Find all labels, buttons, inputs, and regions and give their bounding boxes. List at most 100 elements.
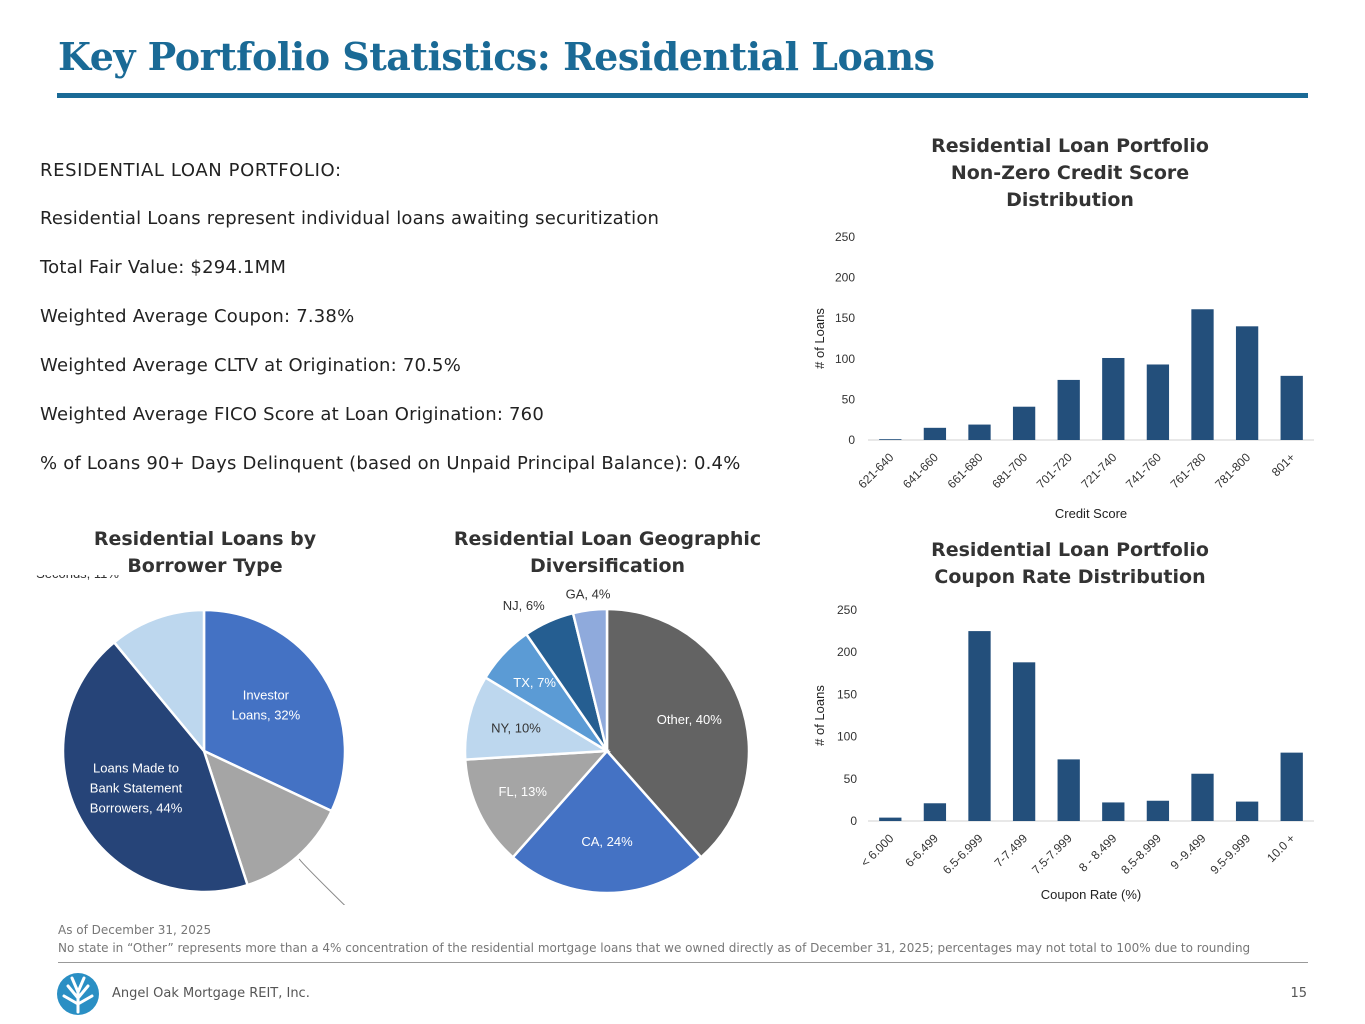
y-tick-label: 200 bbox=[837, 645, 857, 659]
slice-label: TX, 7% bbox=[513, 675, 556, 690]
x-tick-label: 9.5-9.999 bbox=[1207, 831, 1253, 877]
portfolio-stats: RESIDENTIAL LOAN PORTFOLIO: Residential … bbox=[40, 160, 800, 502]
stat-delinquency: % of Loans 90+ Days Delinquent (based on… bbox=[40, 453, 741, 474]
x-tick-label: 621-640 bbox=[855, 450, 896, 491]
x-axis-label: Credit Score bbox=[1055, 506, 1127, 521]
leader-line bbox=[298, 858, 346, 905]
company-name: Angel Oak Mortgage REIT, Inc. bbox=[112, 986, 310, 1001]
pie-slice bbox=[202, 608, 347, 813]
pie-slice bbox=[463, 749, 610, 860]
bar bbox=[1146, 800, 1170, 821]
geo-title-line: Residential Loan Geographic bbox=[453, 528, 762, 550]
x-tick-label: 801+ bbox=[1269, 450, 1298, 479]
slice-label: Loans Made to bbox=[93, 760, 179, 775]
slice-label: Seconds, 11% bbox=[36, 575, 119, 581]
bar bbox=[879, 817, 902, 821]
as-of-note: As of December 31, 2025 bbox=[58, 923, 212, 937]
y-tick-label: 150 bbox=[835, 311, 855, 325]
slice-label: Investor bbox=[243, 688, 290, 703]
slice-label: FL, 13% bbox=[499, 784, 548, 799]
slice-label: Loans, 32% bbox=[232, 708, 301, 723]
credit-title-line: Distribution bbox=[1006, 189, 1134, 211]
bar bbox=[1280, 752, 1303, 821]
x-tick-label: 681-700 bbox=[989, 450, 1030, 491]
pie-slice bbox=[463, 675, 612, 761]
x-tick-label: 7-7.499 bbox=[992, 831, 1031, 870]
x-axis-label: Coupon Rate (%) bbox=[1041, 887, 1141, 902]
x-tick-label: 761-780 bbox=[1168, 450, 1209, 491]
bar bbox=[968, 631, 991, 821]
y-tick-label: 250 bbox=[835, 230, 855, 244]
y-tick-label: 0 bbox=[850, 814, 857, 828]
bar bbox=[1012, 662, 1036, 821]
stat-weighted-average-cltv: Weighted Average CLTV at Origination: 70… bbox=[40, 355, 462, 376]
concentration-note: No state in “Other” represents more than… bbox=[58, 941, 1251, 955]
bar bbox=[1235, 326, 1259, 440]
bar bbox=[1057, 759, 1080, 821]
x-tick-label: 8 - 8.499 bbox=[1076, 831, 1120, 875]
title-underline bbox=[57, 93, 1308, 98]
pie-slice bbox=[571, 607, 609, 752]
stat-total-fair-value: Total Fair Value: $294.1MM bbox=[40, 257, 287, 278]
slice-label: NY, 10% bbox=[491, 721, 541, 736]
stat-weighted-average-fico: Weighted Average FICO Score at Loan Orig… bbox=[40, 404, 544, 425]
y-axis-label: # of Loans bbox=[812, 308, 827, 369]
y-tick-label: 200 bbox=[835, 271, 855, 285]
angel-oak-logo-icon bbox=[57, 973, 99, 1015]
pie-slice bbox=[201, 748, 334, 887]
x-tick-label: < 6.000 bbox=[858, 831, 897, 870]
x-tick-label: 7.5-7.999 bbox=[1029, 831, 1075, 877]
geographic-pie-chart: Other, 40% CA, 24% FL, 13% NY, 10% TX, 7% NJ,… bbox=[463, 587, 751, 895]
bar bbox=[1012, 406, 1036, 440]
y-tick-label: 100 bbox=[837, 730, 857, 744]
bar bbox=[1235, 801, 1259, 821]
coupon-title-line: Coupon Rate Distribution bbox=[934, 566, 1206, 588]
bar bbox=[1146, 364, 1170, 440]
x-tick-label: 9 -9.499 bbox=[1168, 831, 1209, 872]
coupon-chart-title: Residential Loan Portfolio Coupon Rate D… bbox=[860, 537, 1280, 591]
footer-divider bbox=[58, 962, 1308, 963]
pie-slice bbox=[605, 607, 751, 860]
x-tick-label: 8.5-8.999 bbox=[1118, 831, 1164, 877]
x-tick-label: 10.0 + bbox=[1264, 831, 1298, 865]
borrower-title-line: Residential Loans by bbox=[93, 528, 317, 550]
x-tick-label: 741-760 bbox=[1123, 450, 1164, 491]
coupon-title-line: Residential Loan Portfolio bbox=[931, 539, 1209, 561]
y-tick-label: 250 bbox=[837, 603, 857, 617]
slice-label: Bank Statement bbox=[90, 780, 183, 795]
borrower-title-line: Borrower Type bbox=[127, 555, 283, 577]
geo-chart-title: Residential Loan Geographic Diversificat… bbox=[450, 526, 765, 580]
page-title: Key Portfolio Statistics: Residential Lo… bbox=[58, 34, 935, 79]
bar bbox=[1102, 802, 1125, 821]
credit-chart-title: Residential Loan Portfolio Non-Zero Cred… bbox=[860, 133, 1280, 214]
stat-weighted-average-coupon: Weighted Average Coupon: 7.38% bbox=[40, 306, 355, 327]
credit-title-line: Residential Loan Portfolio bbox=[931, 135, 1209, 157]
borrower-chart-title: Residential Loans by Borrower Type bbox=[60, 526, 350, 580]
bar bbox=[1191, 309, 1214, 440]
pie-slice bbox=[112, 608, 206, 755]
y-axis-label: # of Loans bbox=[812, 685, 827, 746]
bar bbox=[923, 803, 947, 821]
x-tick-label: 661-680 bbox=[945, 450, 986, 491]
y-tick-label: 150 bbox=[837, 687, 857, 701]
pie-slice bbox=[61, 640, 250, 894]
y-tick-label: 100 bbox=[835, 352, 855, 366]
bar bbox=[923, 427, 947, 440]
x-tick-label: 701-720 bbox=[1034, 450, 1075, 491]
bar bbox=[879, 439, 902, 440]
y-tick-label: 0 bbox=[848, 433, 855, 447]
slice-label: CA, 24% bbox=[581, 834, 633, 849]
slice-label: Other, 40% bbox=[657, 712, 722, 727]
x-tick-label: 721-740 bbox=[1078, 450, 1119, 491]
slice-label: GA, 4% bbox=[566, 587, 611, 602]
bar bbox=[1191, 773, 1214, 821]
credit-title-line: Non-Zero Credit Score bbox=[950, 162, 1190, 184]
x-tick-label: 6-6.499 bbox=[902, 831, 941, 870]
geo-title-line: Diversification bbox=[529, 555, 686, 577]
bar bbox=[1057, 379, 1080, 440]
page-number: 15 bbox=[1290, 986, 1307, 1001]
pie-slice bbox=[511, 749, 703, 895]
y-tick-label: 50 bbox=[844, 772, 858, 786]
